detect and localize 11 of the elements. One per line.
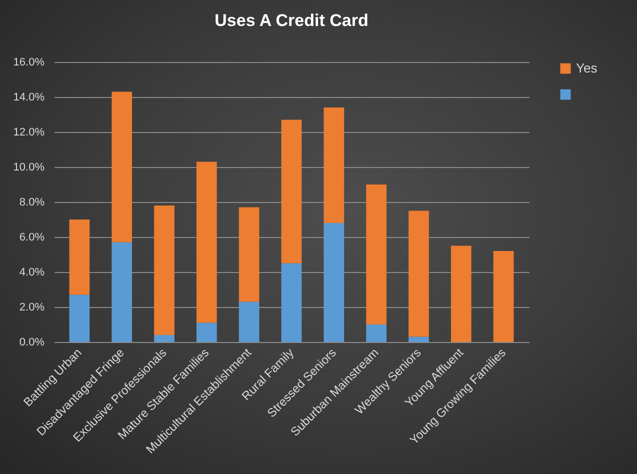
y-tick-label: 0.0% [19, 336, 45, 348]
legend-label: Yes [576, 60, 598, 76]
y-tick-label: 6.0% [19, 232, 45, 244]
chart-title: Uses A Credit Card [214, 11, 368, 30]
y-tick-label: 8.0% [19, 196, 45, 208]
y-tick-label: 10.0% [13, 162, 45, 174]
y-tick-label: 4.0% [19, 266, 45, 278]
y-tick-label: 14.0% [13, 92, 45, 104]
y-tick-label: 16.0% [13, 56, 45, 68]
y-tick-label: 12.0% [13, 126, 45, 138]
y-tick-label: 2.0% [19, 302, 45, 314]
